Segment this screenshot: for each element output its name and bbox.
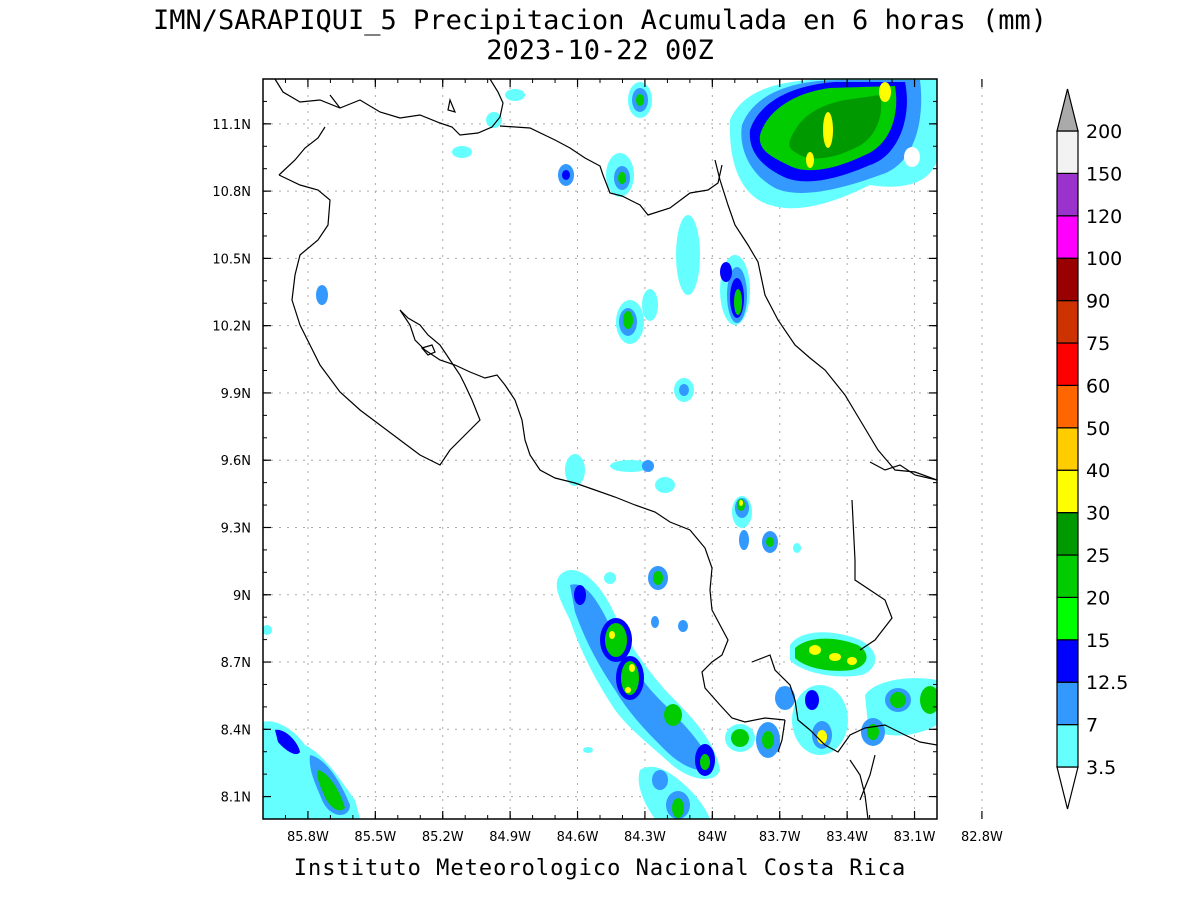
panama-border [851, 499, 893, 651]
colorbar-label: 30 [1086, 503, 1110, 525]
lat-tick-label: 9.6N [221, 454, 251, 469]
lon-tick-label: 84W [698, 830, 728, 845]
colorbar-swatch [1056, 130, 1079, 175]
colorbar-label: 200 [1086, 121, 1122, 143]
lon-tick-label: 85.2W [422, 830, 464, 845]
colorbar-swatch [1056, 342, 1079, 387]
colorbar-label: 75 [1086, 333, 1110, 355]
coastlines-borders [274, 79, 937, 819]
precip-cluster-southwest [263, 625, 360, 819]
lon-tick-label: 84.9W [489, 830, 531, 845]
lon-tick-label: 82.8W [961, 830, 1003, 845]
colorbar-label: 40 [1086, 460, 1110, 482]
nicaragua-border-coast [274, 79, 504, 136]
axis-ticks [263, 79, 983, 819]
nicoya-pacific-coast [278, 126, 481, 466]
colorbar-label: 3.5 [1086, 757, 1116, 779]
colorbar-swatch [1056, 723, 1079, 768]
lat-tick-label: 9N [233, 589, 251, 604]
colorbar-legend: 3.5 7 12.5 15 20 25 30 40 50 60 75 90 100 120 150 200 [1056, 88, 1128, 810]
lon-tick-label: 85.8W [287, 830, 329, 845]
colorbar-label: 25 [1086, 545, 1110, 567]
caribbean-coast [714, 159, 937, 481]
lat-tick-label: 9.3N [221, 521, 251, 536]
lat-tick-label: 8.4N [221, 723, 251, 738]
colorbar-swatch [1056, 427, 1079, 471]
precipitation-field [263, 79, 937, 819]
lon-tick-label: 84.3W [624, 830, 666, 845]
nicoya-inner-island [420, 344, 436, 356]
colorbar-under-triangle [1056, 766, 1079, 810]
colorbar-label: 50 [1086, 418, 1110, 440]
colorbar-label: 12.5 [1086, 672, 1128, 694]
lon-tick-label: 85.5W [354, 830, 396, 845]
colorbar-swatch [1056, 554, 1079, 599]
colorbar-swatch [1056, 639, 1079, 683]
osa-peninsula [751, 654, 937, 819]
lon-tick-label: 84.6W [557, 830, 599, 845]
colorbar-swatch [1056, 215, 1079, 259]
lat-tick-label: 10.8N [212, 185, 251, 200]
colorbar-over-triangle [1056, 88, 1079, 132]
latitude-tick-labels: 11.1N 10.8N 10.5N 10.2N 9.9N 9.6N 9.3N 9N 8.7N 8.… [212, 118, 251, 806]
lon-tick-label: 83.4W [826, 830, 868, 845]
colorbar-swatch [1056, 384, 1079, 429]
colorbar-label: 60 [1086, 375, 1110, 397]
colorbar-label: 150 [1086, 163, 1122, 185]
colorbar-swatch [1056, 469, 1079, 514]
lat-tick-label: 9.9N [221, 387, 251, 402]
map-title: IMN/SARAPIQUI_5 Precipitacion Acumulada … [152, 5, 1048, 36]
colorbar-label: 7 [1086, 715, 1098, 737]
lat-tick-label: 10.5N [212, 252, 251, 267]
colorbar-swatch [1056, 511, 1079, 556]
nicoya-gulf-coast [399, 309, 786, 723]
map-subtitle-date: 2023-10-22 00Z [486, 35, 714, 66]
colorbar-label: 20 [1086, 587, 1110, 609]
colorbar-swatch [1056, 596, 1079, 641]
panama-north [869, 461, 937, 481]
footer-credit: Instituto Meteorologico Nacional Costa R… [293, 856, 907, 881]
colorbar-label: 90 [1086, 291, 1110, 313]
lon-tick-label: 83.7W [759, 830, 801, 845]
longitude-tick-labels: 85.8W 85.5W 85.2W 84.9W 84.6W 84.3W 84W 83.7W 83… [287, 830, 1003, 845]
colorbar-swatch [1056, 681, 1079, 726]
colorbar-label: 120 [1086, 206, 1122, 228]
nicaragua-cr-border [329, 94, 723, 216]
colorbar-label: 100 [1086, 248, 1122, 270]
lake-nicaragua-island [447, 97, 457, 113]
lat-tick-label: 11.1N [212, 118, 251, 133]
lat-tick-label: 8.1N [221, 791, 251, 806]
lat-tick-label: 10.2N [212, 320, 251, 335]
colorbar-swatch [1056, 257, 1079, 302]
precip-band-south [556, 569, 720, 819]
lat-tick-label: 8.7N [221, 656, 251, 671]
precip-cluster-southeast [725, 632, 937, 758]
precip-cluster-northeast [729, 79, 937, 209]
colorbar-swatch [1056, 300, 1079, 344]
colorbar-label: 15 [1086, 630, 1110, 652]
colorbar-swatch [1056, 172, 1079, 217]
precip-cells-central [316, 82, 801, 753]
lon-tick-label: 83.1W [894, 830, 936, 845]
